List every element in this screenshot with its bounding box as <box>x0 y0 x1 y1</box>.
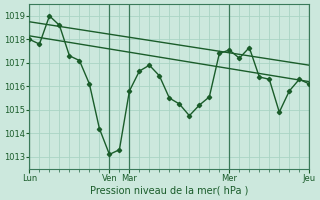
X-axis label: Pression niveau de la mer( hPa ): Pression niveau de la mer( hPa ) <box>90 186 249 196</box>
